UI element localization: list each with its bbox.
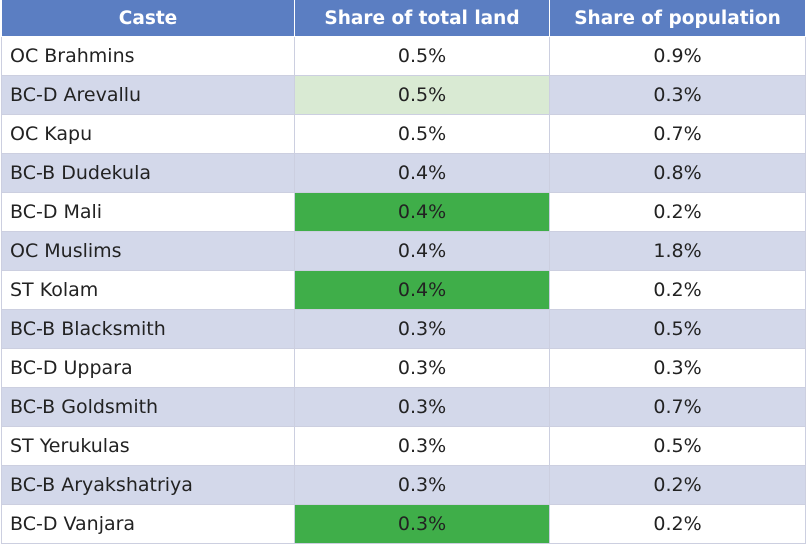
population-share-cell: 0.3% — [549, 348, 806, 388]
table-row: BC-D Arevallu 0.5% 0.3% — [1, 75, 806, 115]
population-share-cell: 0.2% — [549, 465, 806, 505]
land-share-cell: 0.3% — [294, 348, 550, 388]
population-share-cell: 0.5% — [549, 309, 806, 349]
header-caste: Caste — [1, 0, 295, 37]
table-row: BC-B Dudekula 0.4% 0.8% — [1, 153, 806, 193]
table-row: ST Yerukulas 0.3% 0.5% — [1, 426, 806, 466]
caste-cell: BC-B Goldsmith — [1, 387, 295, 427]
caste-cell: BC-B Blacksmith — [1, 309, 295, 349]
land-share-cell: 0.5% — [294, 75, 550, 115]
caste-cell: BC-D Mali — [1, 192, 295, 232]
caste-cell: BC-D Uppara — [1, 348, 295, 388]
table-row: OC Muslims 0.4% 1.8% — [1, 231, 806, 271]
population-share-cell: 0.2% — [549, 192, 806, 232]
caste-cell: OC Muslims — [1, 231, 295, 271]
caste-cell: ST Yerukulas — [1, 426, 295, 466]
land-share-cell: 0.3% — [294, 426, 550, 466]
caste-cell: OC Brahmins — [1, 36, 295, 76]
population-share-cell: 0.5% — [549, 426, 806, 466]
table-header-row: Caste Share of total land Share of popul… — [1, 0, 806, 37]
land-share-cell: 0.4% — [294, 192, 550, 232]
caste-cell: BC-D Vanjara — [1, 504, 295, 544]
caste-cell: BC-B Dudekula — [1, 153, 295, 193]
table-row: BC-D Uppara 0.3% 0.3% — [1, 348, 806, 388]
population-share-cell: 0.8% — [549, 153, 806, 193]
land-share-cell: 0.4% — [294, 153, 550, 193]
table-row: BC-B Aryakshatriya 0.3% 0.2% — [1, 465, 806, 505]
land-share-cell: 0.4% — [294, 231, 550, 271]
population-share-cell: 0.9% — [549, 36, 806, 76]
table-row: BC-D Vanjara 0.3% 0.2% — [1, 504, 806, 544]
land-share-cell: 0.3% — [294, 465, 550, 505]
table-row: OC Brahmins 0.5% 0.9% — [1, 36, 806, 76]
table-body: OC Brahmins 0.5% 0.9% BC-D Arevallu 0.5% 0.3%… — [1, 36, 806, 544]
caste-cell: BC-D Arevallu — [1, 75, 295, 115]
table-row: BC-D Mali 0.4% 0.2% — [1, 192, 806, 232]
population-share-cell: 0.2% — [549, 504, 806, 544]
header-share-of-population: Share of population — [549, 0, 806, 37]
population-share-cell: 0.3% — [549, 75, 806, 115]
population-share-cell: 0.2% — [549, 270, 806, 310]
table-row: OC Kapu 0.5% 0.7% — [1, 114, 806, 154]
population-share-cell: 0.7% — [549, 114, 806, 154]
caste-cell: OC Kapu — [1, 114, 295, 154]
land-share-cell: 0.4% — [294, 270, 550, 310]
table-row: ST Kolam 0.4% 0.2% — [1, 270, 806, 310]
header-share-of-total-land: Share of total land — [294, 0, 550, 37]
caste-cell: BC-B Aryakshatriya — [1, 465, 295, 505]
table-row: BC-B Blacksmith 0.3% 0.5% — [1, 309, 806, 349]
land-share-cell: 0.3% — [294, 309, 550, 349]
population-share-cell: 0.7% — [549, 387, 806, 427]
population-share-cell: 1.8% — [549, 231, 806, 271]
table-row: BC-B Goldsmith 0.3% 0.7% — [1, 387, 806, 427]
land-share-cell: 0.3% — [294, 387, 550, 427]
caste-cell: ST Kolam — [1, 270, 295, 310]
land-share-cell: 0.5% — [294, 36, 550, 76]
land-share-cell: 0.3% — [294, 504, 550, 544]
land-share-cell: 0.5% — [294, 114, 550, 154]
